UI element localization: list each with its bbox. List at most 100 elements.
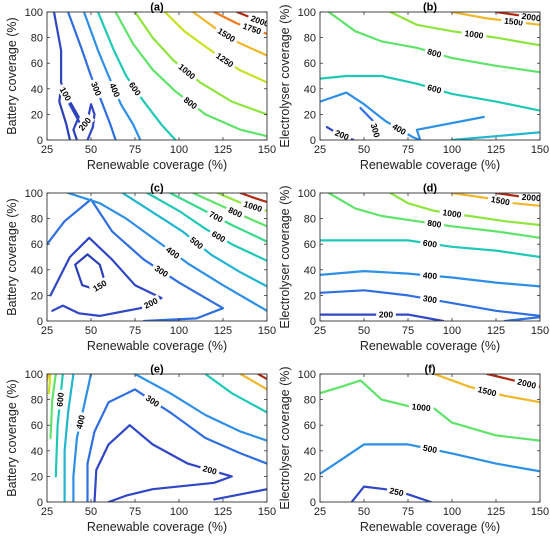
contour-line-400 <box>67 193 267 312</box>
x-axis-label: Renewable coverage (%) <box>360 339 500 353</box>
contour-line-300 <box>86 388 267 502</box>
y-tick-label: 20 <box>304 109 316 121</box>
x-tick-label: 75 <box>129 144 141 156</box>
panel-title: (c) <box>150 183 164 195</box>
contour-line-200 <box>93 424 233 502</box>
y-tick-label: 60 <box>304 239 316 251</box>
x-tick-label: 75 <box>402 144 414 156</box>
y-tick-label: 100 <box>298 369 316 381</box>
y-tick-label: 20 <box>304 290 316 302</box>
x-tick-label: 125 <box>214 325 232 337</box>
plot-frame <box>319 192 541 322</box>
contour-label-200: 200 <box>379 310 393 320</box>
contour-label-300: 300 <box>422 293 438 305</box>
y-axis-label: Battery coverage (%) <box>5 379 19 496</box>
x-tick-label: 75 <box>402 325 414 337</box>
panel-title: (e) <box>150 364 164 376</box>
x-axis-label: Renewable coverage (%) <box>87 339 227 353</box>
y-tick-label: 100 <box>298 7 316 19</box>
y-tick-label: 80 <box>304 214 316 226</box>
contour-line-600 <box>146 193 267 262</box>
contour-line-650 <box>239 374 267 391</box>
contour-label-1000: 1000 <box>464 28 484 41</box>
contour-line-300 <box>47 198 225 321</box>
y-tick-label: 40 <box>31 84 43 96</box>
y-tick-label: 0 <box>37 497 43 509</box>
plot-frame <box>46 11 268 141</box>
contour-label-500: 500 <box>422 443 438 456</box>
y-tick-label: 60 <box>304 420 316 432</box>
y-tick-label: 80 <box>31 33 43 45</box>
plot-frame <box>319 373 541 503</box>
panel-title: (f) <box>425 364 436 376</box>
y-tick-label: 60 <box>31 239 43 251</box>
y-tick-label: 60 <box>31 58 43 70</box>
contour-label-1500: 1500 <box>490 194 511 207</box>
x-tick-label: 25 <box>41 325 53 337</box>
y-axis-label: Electrolyser coverage (%) <box>278 4 292 147</box>
y-tick-label: 40 <box>31 446 43 458</box>
plot-frame <box>46 192 268 322</box>
x-tick-label: 150 <box>531 506 549 518</box>
x-tick-label: 100 <box>170 506 188 518</box>
contour-line-800 <box>49 374 57 440</box>
y-tick-label: 40 <box>304 446 316 458</box>
contour-line-500 <box>320 443 540 475</box>
contour-lines: 250 500 1000 1500 2000 <box>320 374 540 502</box>
contour-label-800: 800 <box>426 46 443 60</box>
x-tick-label: 100 <box>443 144 461 156</box>
contour-line-700 <box>257 374 267 381</box>
contour-label-600: 600 <box>426 82 443 96</box>
y-axis-label: Battery coverage (%) <box>5 17 19 134</box>
y-tick-label: 60 <box>31 420 43 432</box>
contour-line-800 <box>327 193 540 239</box>
y-tick-label: 100 <box>25 369 43 381</box>
contour-label-250: 250 <box>389 485 405 498</box>
contour-line-800 <box>327 12 540 74</box>
contour-line-500 <box>450 131 540 140</box>
contour-line-1250 <box>163 12 267 84</box>
contour-line-550 <box>204 374 267 414</box>
x-tick-label: 50 <box>358 325 370 337</box>
contour-label-600: 600 <box>422 238 438 250</box>
x-tick-label: 50 <box>85 144 97 156</box>
contour-line-500 <box>63 374 75 502</box>
contour-line-800 <box>114 12 267 138</box>
x-tick-label: 50 <box>358 144 370 156</box>
x-axis-label: Renewable coverage (%) <box>87 520 227 534</box>
y-axis-label: Electrolyser coverage (%) <box>278 185 292 328</box>
y-tick-label: 80 <box>304 33 316 45</box>
contour-label-1000: 1000 <box>442 207 462 220</box>
x-tick-label: 75 <box>129 506 141 518</box>
x-tick-label: 25 <box>314 325 326 337</box>
x-tick-label: 50 <box>85 506 97 518</box>
contour-line-400 <box>72 374 93 502</box>
y-tick-label: 80 <box>31 214 43 226</box>
x-axis-label: Renewable coverage (%) <box>360 520 500 534</box>
y-tick-label: 0 <box>37 135 43 147</box>
y-tick-label: 0 <box>310 316 316 328</box>
plot-frame <box>319 11 541 141</box>
x-tick-label: 150 <box>531 144 549 156</box>
contour-line-1000 <box>47 374 52 395</box>
y-tick-label: 20 <box>31 290 43 302</box>
y-tick-label: 100 <box>25 188 43 200</box>
contour-line-350 <box>503 316 540 321</box>
contour-line-200 <box>49 236 163 317</box>
contour-line-450 <box>133 374 267 442</box>
x-tick-label: 25 <box>314 506 326 518</box>
x-tick-label: 75 <box>129 325 141 337</box>
y-axis-label: Battery coverage (%) <box>5 198 19 315</box>
contour-label-300: 300 <box>369 122 382 139</box>
x-tick-label: 100 <box>170 144 188 156</box>
y-tick-label: 40 <box>304 265 316 277</box>
contour-label-2000: 2000 <box>521 192 541 203</box>
x-axis-label: Renewable coverage (%) <box>87 158 227 172</box>
